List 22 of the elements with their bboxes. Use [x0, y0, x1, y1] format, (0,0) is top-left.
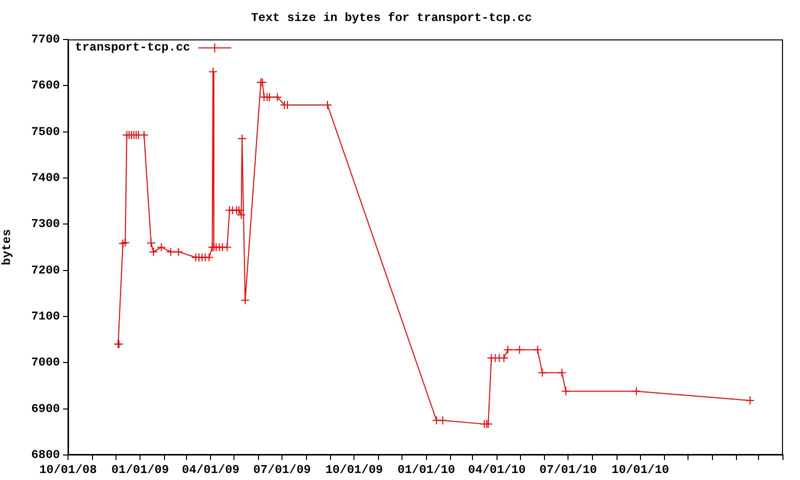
y-tick-label: 7700 — [31, 32, 60, 46]
x-tick-label: 10/01/08 — [39, 463, 97, 478]
y-tick-label: 7200 — [31, 263, 60, 278]
x-tick-label: 04/01/10 — [468, 463, 526, 478]
x-tick-label: 07/01/10 — [539, 463, 597, 478]
x-tick-label: 04/01/09 — [182, 463, 240, 478]
x-tick-label: 07/01/09 — [253, 463, 311, 478]
y-tick-label: 7300 — [31, 217, 60, 232]
x-tick-label: 10/01/09 — [325, 463, 383, 478]
x-tick-label: 01/01/09 — [111, 463, 169, 478]
y-tick-label: 7400 — [31, 170, 60, 185]
chart-title: Text size in bytes for transport-tcp.cc — [251, 11, 532, 26]
x-tick-label: 10/01/10 — [612, 463, 670, 478]
y-tick-label: 7100 — [31, 309, 60, 324]
legend-label: transport-tcp.cc — [75, 40, 190, 54]
y-tick-label: 7500 — [31, 124, 60, 139]
y-tick-label: 6800 — [31, 448, 60, 462]
y-tick-label: 7000 — [31, 356, 60, 370]
y-tick-label: 7600 — [31, 78, 60, 93]
y-axis-title: bytes — [0, 229, 14, 266]
x-tick-label: 01/01/10 — [397, 463, 456, 478]
y-tick-label: 6900 — [31, 402, 60, 416]
